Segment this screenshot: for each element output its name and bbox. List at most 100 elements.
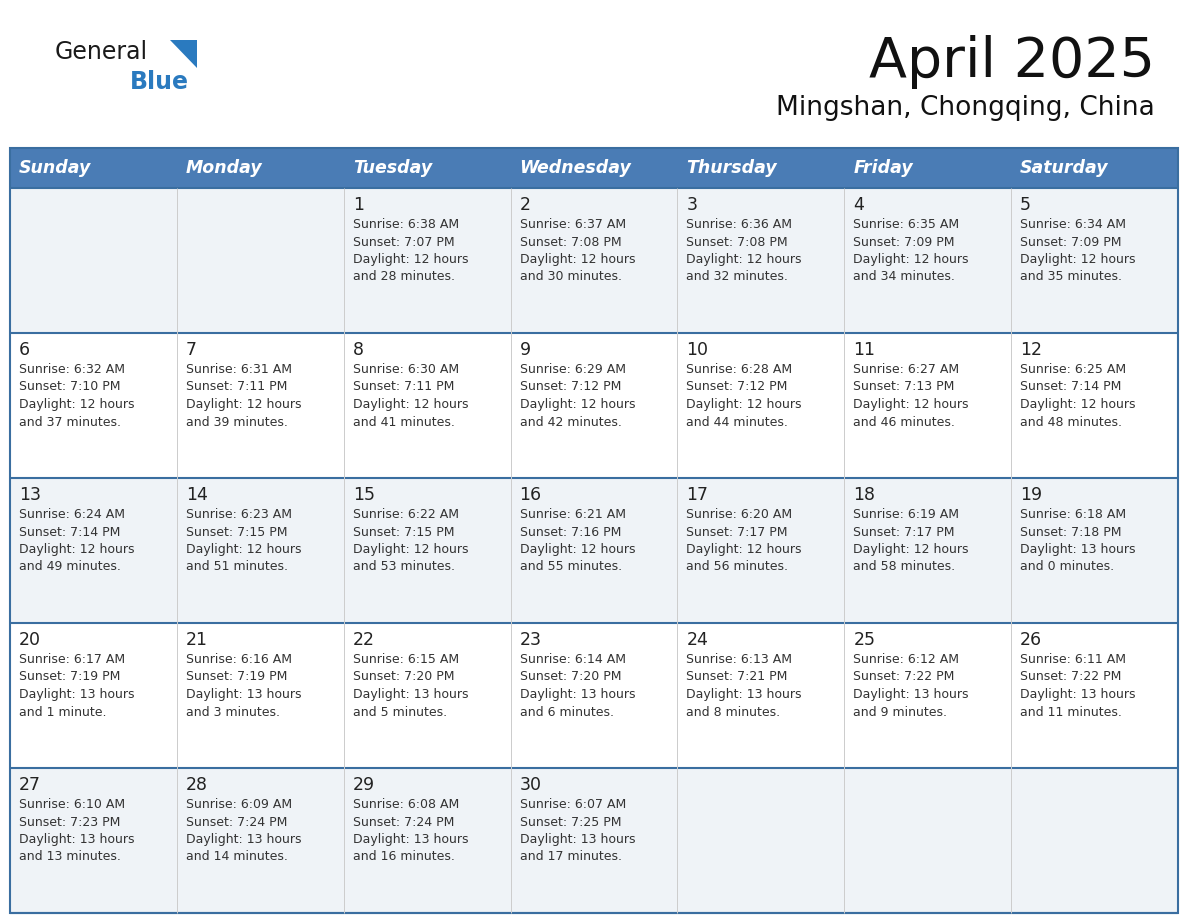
Text: and 28 minutes.: and 28 minutes. (353, 271, 455, 284)
Text: Sunrise: 6:29 AM: Sunrise: 6:29 AM (519, 363, 626, 376)
Text: and 56 minutes.: and 56 minutes. (687, 561, 789, 574)
Text: Sunset: 7:21 PM: Sunset: 7:21 PM (687, 670, 788, 684)
Text: and 58 minutes.: and 58 minutes. (853, 561, 955, 574)
Text: Sunrise: 6:23 AM: Sunrise: 6:23 AM (185, 508, 292, 521)
Text: and 32 minutes.: and 32 minutes. (687, 271, 789, 284)
Text: Sunrise: 6:22 AM: Sunrise: 6:22 AM (353, 508, 459, 521)
Text: Sunset: 7:16 PM: Sunset: 7:16 PM (519, 525, 621, 539)
Text: Sunrise: 6:13 AM: Sunrise: 6:13 AM (687, 653, 792, 666)
Text: Sunset: 7:19 PM: Sunset: 7:19 PM (19, 670, 120, 684)
Text: Daylight: 12 hours: Daylight: 12 hours (353, 398, 468, 411)
Text: 17: 17 (687, 486, 708, 504)
Text: Sunday: Sunday (19, 159, 91, 177)
Text: Daylight: 13 hours: Daylight: 13 hours (19, 833, 134, 846)
Text: 14: 14 (185, 486, 208, 504)
Text: 12: 12 (1020, 341, 1042, 359)
Text: Sunset: 7:10 PM: Sunset: 7:10 PM (19, 380, 120, 394)
Text: 29: 29 (353, 776, 375, 794)
Text: 27: 27 (19, 776, 42, 794)
Text: Sunset: 7:22 PM: Sunset: 7:22 PM (1020, 670, 1121, 684)
Bar (10, 333, 1178, 478)
Text: 8: 8 (353, 341, 364, 359)
Text: April 2025: April 2025 (868, 35, 1155, 89)
Text: Sunset: 7:07 PM: Sunset: 7:07 PM (353, 236, 454, 249)
Text: Daylight: 12 hours: Daylight: 12 hours (353, 253, 468, 266)
Text: 9: 9 (519, 341, 531, 359)
Text: Sunrise: 6:36 AM: Sunrise: 6:36 AM (687, 218, 792, 231)
Text: Daylight: 12 hours: Daylight: 12 hours (1020, 253, 1136, 266)
Text: 28: 28 (185, 776, 208, 794)
Text: Sunset: 7:22 PM: Sunset: 7:22 PM (853, 670, 955, 684)
Text: 20: 20 (19, 631, 42, 649)
Text: Sunrise: 6:16 AM: Sunrise: 6:16 AM (185, 653, 292, 666)
Text: Daylight: 12 hours: Daylight: 12 hours (687, 253, 802, 266)
Text: and 49 minutes.: and 49 minutes. (19, 561, 121, 574)
Text: Sunrise: 6:12 AM: Sunrise: 6:12 AM (853, 653, 959, 666)
Text: Sunset: 7:13 PM: Sunset: 7:13 PM (853, 380, 955, 394)
Text: and 6 minutes.: and 6 minutes. (519, 706, 613, 719)
Text: and 55 minutes.: and 55 minutes. (519, 561, 621, 574)
Text: 23: 23 (519, 631, 542, 649)
Text: 21: 21 (185, 631, 208, 649)
Text: Sunset: 7:17 PM: Sunset: 7:17 PM (853, 525, 955, 539)
Text: General: General (55, 40, 148, 64)
Text: Sunrise: 6:35 AM: Sunrise: 6:35 AM (853, 218, 960, 231)
Text: and 8 minutes.: and 8 minutes. (687, 706, 781, 719)
Text: Daylight: 12 hours: Daylight: 12 hours (185, 543, 302, 556)
Text: and 14 minutes.: and 14 minutes. (185, 850, 287, 864)
Text: Sunset: 7:19 PM: Sunset: 7:19 PM (185, 670, 287, 684)
Text: Daylight: 12 hours: Daylight: 12 hours (519, 253, 636, 266)
Text: 11: 11 (853, 341, 876, 359)
Text: 4: 4 (853, 196, 864, 214)
Text: and 0 minutes.: and 0 minutes. (1020, 561, 1114, 574)
Text: Daylight: 12 hours: Daylight: 12 hours (687, 398, 802, 411)
Text: Daylight: 13 hours: Daylight: 13 hours (353, 688, 468, 701)
Text: Saturday: Saturday (1020, 159, 1108, 177)
Text: Sunrise: 6:11 AM: Sunrise: 6:11 AM (1020, 653, 1126, 666)
Text: Sunrise: 6:28 AM: Sunrise: 6:28 AM (687, 363, 792, 376)
Text: Monday: Monday (185, 159, 263, 177)
Text: Sunset: 7:11 PM: Sunset: 7:11 PM (353, 380, 454, 394)
Text: 16: 16 (519, 486, 542, 504)
Text: and 9 minutes.: and 9 minutes. (853, 706, 947, 719)
Text: and 3 minutes.: and 3 minutes. (185, 706, 280, 719)
Text: Sunset: 7:12 PM: Sunset: 7:12 PM (687, 380, 788, 394)
Text: Daylight: 13 hours: Daylight: 13 hours (19, 688, 134, 701)
Text: and 16 minutes.: and 16 minutes. (353, 850, 455, 864)
Text: Sunset: 7:20 PM: Sunset: 7:20 PM (353, 670, 454, 684)
Text: Sunset: 7:24 PM: Sunset: 7:24 PM (185, 815, 287, 829)
Text: Sunset: 7:20 PM: Sunset: 7:20 PM (519, 670, 621, 684)
Text: 15: 15 (353, 486, 374, 504)
Text: Sunrise: 6:15 AM: Sunrise: 6:15 AM (353, 653, 459, 666)
Text: and 41 minutes.: and 41 minutes. (353, 416, 455, 429)
Text: and 34 minutes.: and 34 minutes. (853, 271, 955, 284)
Text: 18: 18 (853, 486, 876, 504)
Text: Thursday: Thursday (687, 159, 777, 177)
Text: Sunset: 7:12 PM: Sunset: 7:12 PM (519, 380, 621, 394)
Bar (177, 148, 343, 188)
Text: 7: 7 (185, 341, 197, 359)
Text: Daylight: 13 hours: Daylight: 13 hours (853, 688, 968, 701)
Text: 24: 24 (687, 631, 708, 649)
Text: Blue: Blue (129, 70, 189, 94)
Text: Daylight: 13 hours: Daylight: 13 hours (519, 833, 636, 846)
Text: Sunset: 7:14 PM: Sunset: 7:14 PM (1020, 380, 1121, 394)
Text: Daylight: 13 hours: Daylight: 13 hours (185, 688, 302, 701)
Text: and 39 minutes.: and 39 minutes. (185, 416, 287, 429)
Text: Sunrise: 6:10 AM: Sunrise: 6:10 AM (19, 798, 125, 811)
Bar (10, 768, 1178, 913)
Text: and 51 minutes.: and 51 minutes. (185, 561, 287, 574)
Text: Sunrise: 6:32 AM: Sunrise: 6:32 AM (19, 363, 125, 376)
Text: Sunrise: 6:09 AM: Sunrise: 6:09 AM (185, 798, 292, 811)
Text: Daylight: 12 hours: Daylight: 12 hours (687, 543, 802, 556)
Text: Daylight: 12 hours: Daylight: 12 hours (519, 398, 636, 411)
Text: Sunrise: 6:34 AM: Sunrise: 6:34 AM (1020, 218, 1126, 231)
Text: 1: 1 (353, 196, 364, 214)
Text: Sunrise: 6:25 AM: Sunrise: 6:25 AM (1020, 363, 1126, 376)
Text: and 46 minutes.: and 46 minutes. (853, 416, 955, 429)
Text: Sunrise: 6:08 AM: Sunrise: 6:08 AM (353, 798, 459, 811)
Text: 13: 13 (19, 486, 42, 504)
Text: Daylight: 13 hours: Daylight: 13 hours (353, 833, 468, 846)
Text: Daylight: 12 hours: Daylight: 12 hours (19, 543, 134, 556)
Text: Sunrise: 6:24 AM: Sunrise: 6:24 AM (19, 508, 125, 521)
